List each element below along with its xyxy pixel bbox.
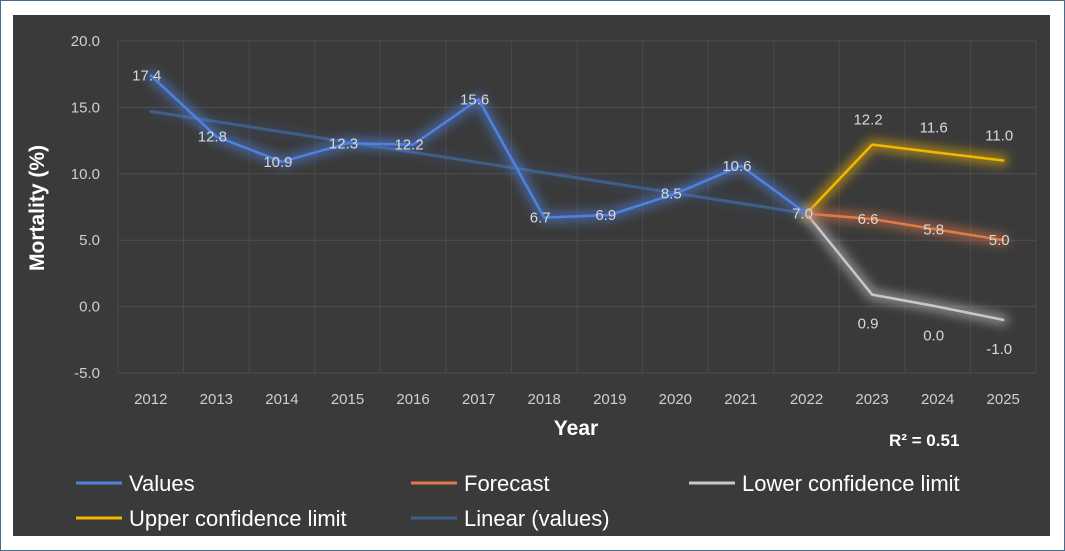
values-data-label: 7.0 — [792, 206, 813, 223]
values-data-label: 15.6 — [460, 91, 489, 108]
y-axis-title: Mortality (%) — [26, 145, 49, 271]
x-tick-label: 2024 — [921, 391, 954, 408]
data-labels: 17.4 12.8 10.9 12.3 12.2 15.6 6.7 6.9 8.5 10.6 7.0… — [132, 68, 1013, 358]
r-squared-annotation: R² = 0.51 — [889, 431, 959, 450]
linear-values-line — [149, 109, 808, 216]
values-data-label: 6.7 — [530, 210, 551, 227]
y-tick-label: -5.0 — [74, 365, 100, 382]
legend-label-forecast: Forecast — [464, 471, 550, 496]
x-tick-label: 2016 — [396, 391, 429, 408]
values-data-label: 10.6 — [722, 158, 751, 175]
x-tick-label: 2015 — [331, 391, 364, 408]
chart-panel: 20.0 15.0 10.0 5.0 0.0 -5.0 2012 2013 2014 2015 2… — [13, 15, 1050, 536]
x-tick-label: 2018 — [528, 391, 561, 408]
legend-label-upper-confidence-limit: Upper confidence limit — [129, 506, 347, 531]
values-data-label: 12.2 — [394, 137, 423, 154]
upper-confidence-limit-data-label: 11.0 — [985, 128, 1013, 145]
lower-confidence-limit-line — [805, 212, 1005, 322]
y-tick-label: 20.0 — [71, 33, 100, 50]
x-tick-label: 2013 — [200, 391, 233, 408]
forecast-line — [805, 212, 1005, 242]
x-tick-label: 2021 — [724, 391, 757, 408]
forecast-data-label: 6.6 — [858, 211, 879, 228]
x-tick-label: 2012 — [134, 391, 167, 408]
x-tick-label: 2014 — [265, 391, 298, 408]
x-tick-label: 2022 — [790, 391, 823, 408]
forecast-data-label: 5.0 — [989, 232, 1010, 249]
x-tick-label: 2017 — [462, 391, 495, 408]
y-tick-label: 15.0 — [71, 99, 100, 116]
values-line — [149, 74, 808, 219]
legend-label-values: Values — [129, 471, 195, 496]
y-tick-label: 0.0 — [79, 299, 100, 316]
series-layer — [145, 70, 1009, 326]
lower-confidence-limit-data-label: -1.0 — [986, 341, 1012, 358]
x-tick-label: 2019 — [593, 391, 626, 408]
lower-confidence-limit-data-label: 0.0 — [923, 328, 944, 345]
grid-layer — [117, 40, 1037, 374]
y-tick-label: 5.0 — [79, 232, 100, 249]
legend-label-linear-values: Linear (values) — [464, 506, 610, 531]
y-tick-labels: 20.0 15.0 10.0 5.0 0.0 -5.0 — [71, 33, 100, 382]
x-tick-label: 2023 — [855, 391, 888, 408]
chart-svg: 20.015.010.05.00.0-5.0 2012 2013 2014 2015 2… — [26, 33, 1037, 531]
x-axis-title: Year — [554, 417, 598, 440]
values-data-label: 17.4 — [132, 68, 161, 85]
legend-label-lower-confidence-limit: Lower confidence limit — [742, 471, 960, 496]
lower-confidence-limit-data-label: 0.9 — [858, 316, 879, 333]
values-data-label: 12.3 — [329, 135, 358, 152]
upper-confidence-limit-line — [805, 143, 1005, 215]
values-data-label: 8.5 — [661, 186, 682, 203]
legend: Values Forecast Lower confidence limit Uppe… — [76, 471, 960, 531]
y-tick-label: 10.0 — [71, 166, 100, 183]
upper-confidence-limit-data-label: 11.6 — [920, 120, 948, 137]
x-tick-label: 2020 — [659, 391, 692, 408]
x-tick-labels: 2012 2013 2014 2015 2016 2017 2018 2019 2020 2021… — [134, 391, 1020, 408]
forecast-data-label: 5.8 — [923, 222, 944, 239]
values-data-label: 12.8 — [198, 129, 227, 146]
upper-confidence-limit-data-label: 12.2 — [853, 112, 882, 129]
values-data-label: 10.9 — [263, 154, 292, 171]
x-tick-label: 2025 — [987, 391, 1020, 408]
values-data-label: 6.9 — [595, 207, 616, 224]
